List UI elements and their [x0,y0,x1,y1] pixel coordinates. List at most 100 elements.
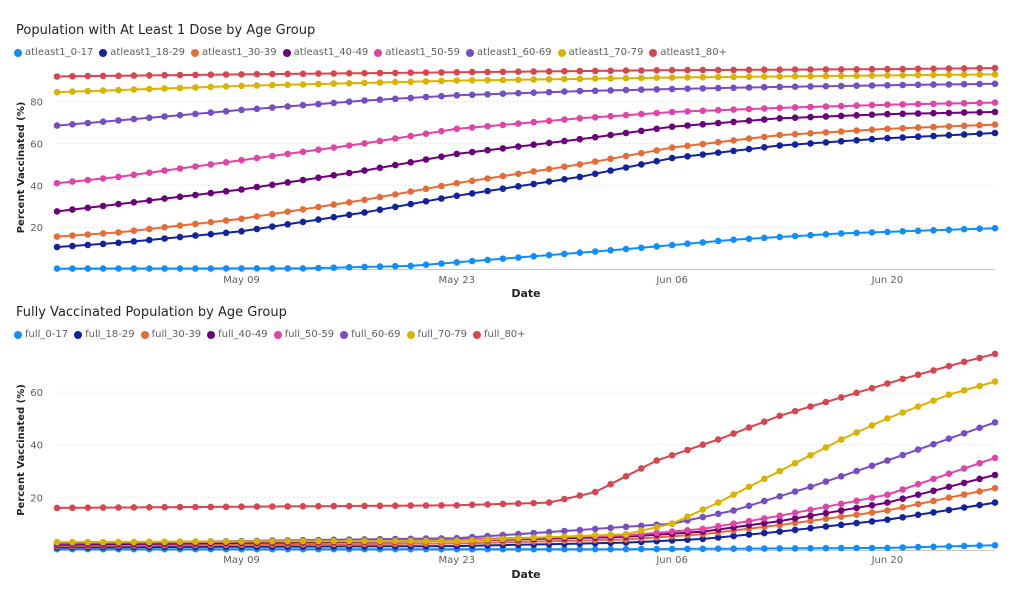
data-point[interactable] [130,265,138,272]
data-point[interactable] [253,70,261,78]
data-point[interactable] [807,524,814,532]
data-point[interactable] [315,216,322,223]
data-point[interactable] [730,236,737,243]
data-point[interactable] [222,503,230,511]
data-point[interactable] [914,543,922,551]
data-point[interactable] [868,462,876,470]
data-point[interactable] [422,537,430,545]
data-point[interactable] [545,528,553,536]
data-point[interactable] [515,170,522,178]
data-point[interactable] [607,545,614,553]
data-point[interactable] [284,150,292,158]
data-point[interactable] [822,478,830,485]
data-point[interactable] [222,217,230,224]
data-point[interactable] [991,64,999,72]
data-point[interactable] [407,537,415,545]
data-point[interactable] [791,66,799,73]
data-point[interactable] [238,82,245,90]
data-point[interactable] [930,123,937,131]
data-point[interactable] [69,504,76,512]
data-point[interactable] [868,229,876,236]
data-point[interactable] [684,85,691,92]
data-point[interactable] [99,265,107,272]
data-point[interactable] [361,209,368,216]
data-point[interactable] [422,93,430,101]
data-point[interactable] [438,69,445,76]
data-point[interactable] [438,77,445,85]
data-point[interactable] [591,67,599,75]
data-point[interactable] [115,239,122,247]
data-point[interactable] [392,191,399,198]
data-point[interactable] [176,503,184,511]
data-point[interactable] [791,488,799,495]
data-point[interactable] [315,264,322,272]
data-point[interactable] [638,244,645,252]
data-point[interactable] [914,403,922,410]
data-point[interactable] [699,506,707,513]
data-point[interactable] [407,159,415,166]
data-point[interactable] [853,429,860,436]
data-point[interactable] [822,444,830,451]
data-point[interactable] [438,92,445,100]
data-point[interactable] [130,504,138,511]
data-point[interactable] [376,69,384,77]
data-point[interactable] [253,213,261,220]
data-point[interactable] [668,528,676,535]
data-point[interactable] [238,106,245,114]
data-point[interactable] [376,164,384,172]
data-point[interactable] [699,239,707,246]
data-point[interactable] [668,241,676,249]
data-point[interactable] [84,72,92,80]
data-point[interactable] [484,175,491,182]
data-point[interactable] [991,378,999,385]
legend-item[interactable]: atleast1_80+ [649,47,727,58]
data-point[interactable] [791,73,799,80]
data-point[interactable] [576,75,584,83]
data-point[interactable] [84,231,92,238]
data-point[interactable] [960,65,968,72]
data-point[interactable] [576,492,584,499]
data-point[interactable] [791,141,799,148]
data-point[interactable] [345,142,353,149]
data-point[interactable] [468,91,476,99]
data-point[interactable] [345,537,353,545]
data-point[interactable] [69,178,76,185]
data-point[interactable] [653,157,660,165]
data-point[interactable] [545,545,553,553]
data-point[interactable] [807,517,814,525]
data-point[interactable] [407,262,415,270]
data-point[interactable] [976,424,983,432]
data-point[interactable] [714,534,722,541]
data-point[interactable] [899,451,906,459]
data-point[interactable] [653,86,660,93]
data-point[interactable] [638,74,645,82]
data-point[interactable] [638,161,645,168]
data-point[interactable] [69,538,76,546]
data-point[interactable] [822,129,830,136]
data-point[interactable] [653,457,660,464]
data-point[interactable] [899,110,906,118]
data-point[interactable] [515,254,522,261]
data-point[interactable] [853,497,860,505]
data-point[interactable] [146,114,153,122]
data-point[interactable] [146,225,153,233]
data-point[interactable] [853,511,860,518]
data-point[interactable] [837,500,845,508]
data-point[interactable] [176,71,184,79]
data-point[interactable] [345,80,353,87]
data-point[interactable] [515,68,522,75]
data-point[interactable] [822,515,830,523]
data-point[interactable] [930,227,937,234]
data-point[interactable] [284,103,292,110]
data-point[interactable] [714,73,722,81]
data-point[interactable] [776,517,783,525]
data-point[interactable] [837,394,845,401]
data-point[interactable] [99,240,107,248]
data-point[interactable] [730,137,737,144]
data-point[interactable] [914,110,922,117]
data-point[interactable] [192,163,199,170]
data-point[interactable] [884,72,891,79]
data-point[interactable] [668,85,676,93]
data-point[interactable] [807,113,814,121]
data-point[interactable] [69,73,76,80]
